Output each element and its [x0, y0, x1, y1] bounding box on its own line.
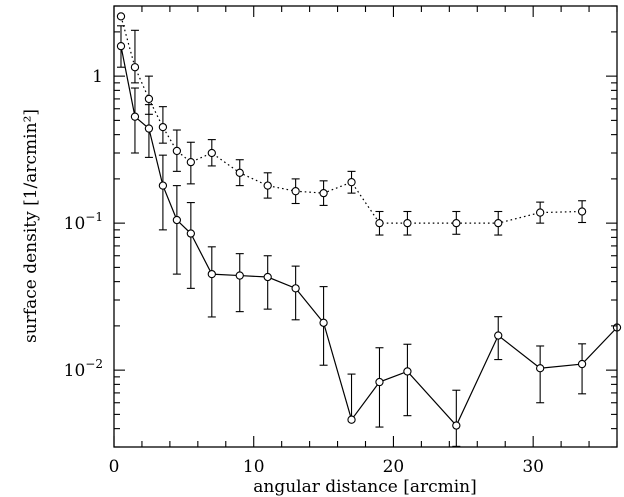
data-point — [186, 229, 195, 238]
axis-ticks — [113, 5, 618, 448]
data-point — [536, 364, 545, 373]
data-point — [347, 178, 356, 187]
series-2 — [116, 12, 587, 236]
x-tick-label: 10 — [243, 457, 265, 477]
data-point — [130, 63, 140, 72]
y-axis-label: surface density [1/arcmin²] — [21, 109, 41, 343]
data-point — [235, 168, 244, 177]
data-point — [375, 377, 384, 387]
data-point — [291, 187, 300, 196]
data-point — [172, 146, 182, 156]
data-point — [536, 208, 545, 217]
data-point — [375, 218, 384, 228]
data-point — [158, 181, 168, 190]
y-tick-label: 10−2 — [64, 357, 103, 381]
data-point — [158, 122, 168, 132]
data-point — [186, 157, 195, 167]
data-point — [319, 318, 328, 327]
data-point — [263, 272, 272, 282]
data-point — [347, 415, 356, 424]
data-point — [403, 367, 412, 376]
data-point — [144, 94, 154, 104]
data-point — [403, 218, 412, 228]
x-tick-label: 0 — [109, 457, 120, 477]
data-point — [207, 148, 216, 158]
data-point — [319, 188, 328, 198]
data-point — [116, 41, 126, 51]
y-tick-label-base: 10 — [64, 361, 86, 381]
data-point — [263, 181, 272, 190]
x-tick-label: 30 — [522, 457, 544, 477]
x-axis-label: angular distance [arcmin] — [253, 477, 477, 497]
y-tick-label-exponent: −1 — [85, 210, 103, 224]
data-point — [291, 284, 300, 293]
data-point — [577, 359, 587, 369]
data-point — [235, 271, 244, 280]
y-tick-label-base: 10 — [64, 214, 86, 234]
data-point — [130, 112, 140, 121]
data-point — [577, 207, 587, 216]
data-point — [452, 421, 461, 430]
chart-marks — [116, 12, 622, 447]
data-point — [452, 218, 461, 228]
y-tick-label: 10−1 — [64, 210, 103, 234]
data-point — [144, 124, 154, 133]
data-point — [494, 331, 503, 340]
data-point — [494, 218, 503, 228]
series-1 — [116, 25, 622, 447]
data-point — [172, 215, 182, 225]
plot-frame — [113, 5, 618, 448]
x-tick-label: 20 — [383, 457, 405, 477]
data-point — [116, 12, 126, 21]
data-point — [207, 269, 216, 279]
y-tick-label: 1 — [92, 67, 103, 87]
y-tick-label-exponent: −2 — [85, 357, 103, 371]
